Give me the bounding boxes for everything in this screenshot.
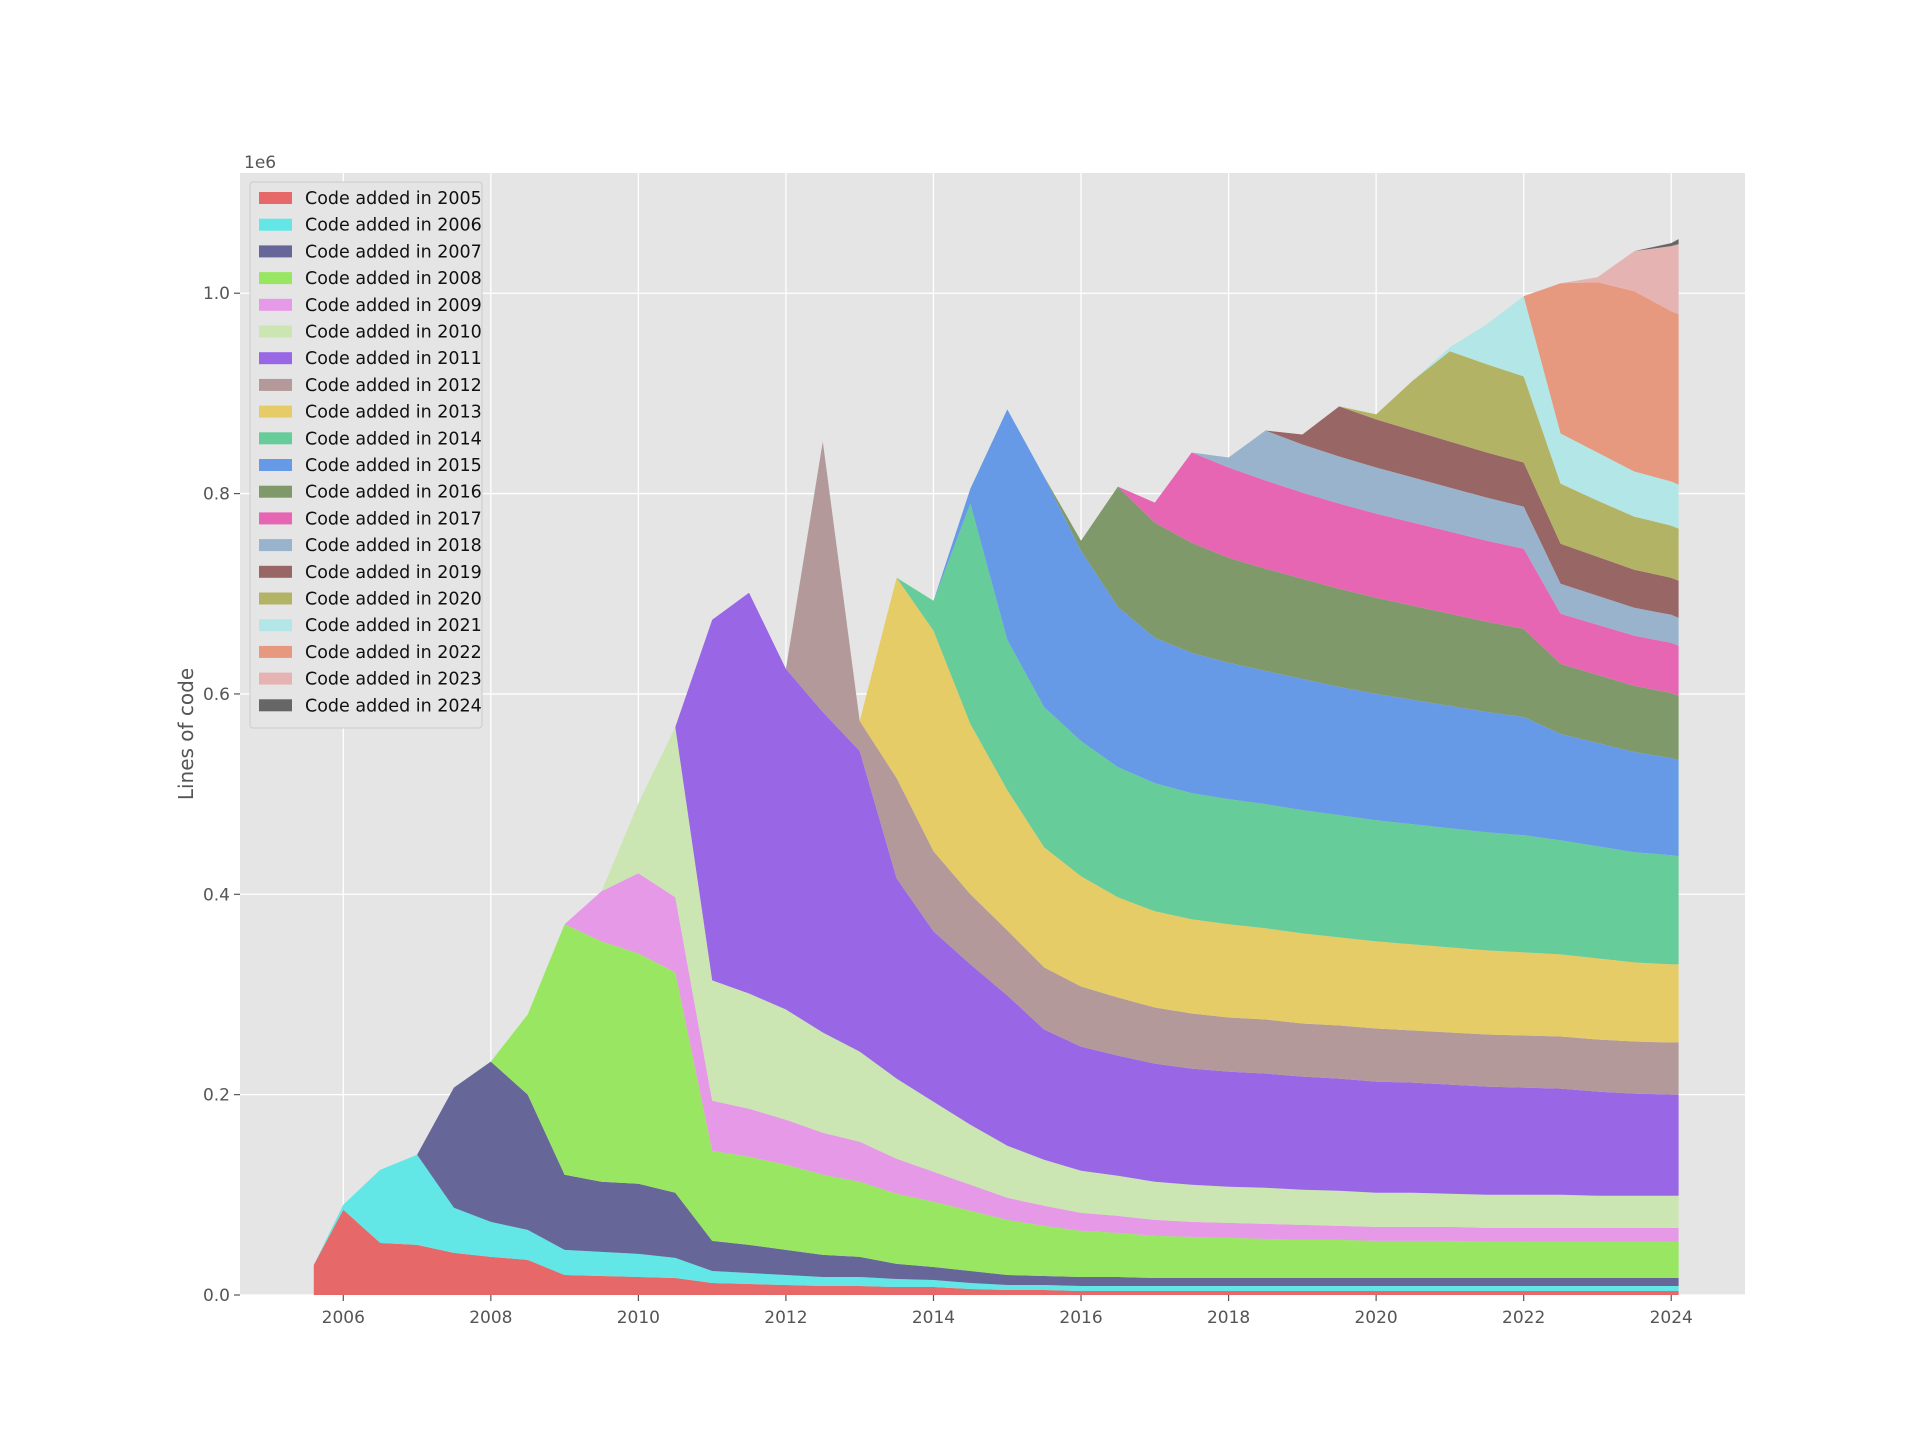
legend-swatch (259, 485, 292, 498)
legend-label: Code added in 2021 (305, 616, 482, 636)
y-tick-label: 0.2 (203, 1086, 230, 1106)
legend-swatch (259, 539, 292, 552)
y-tick-label: 0.4 (203, 885, 230, 905)
legend-label: Code added in 2019 (305, 563, 482, 583)
area-code-added-in-2007 (313, 1061, 1679, 1286)
legend-label: Code added in 2007 (305, 242, 482, 262)
y-tick-label: 0.0 (203, 1286, 230, 1306)
legend-swatch (259, 325, 292, 338)
legend-swatch (259, 405, 292, 418)
legend-swatch (259, 592, 292, 605)
legend-swatch (259, 432, 292, 445)
legend-swatch (259, 218, 292, 231)
legend-swatch (259, 272, 292, 285)
x-tick-label: 2016 (1059, 1308, 1102, 1328)
legend-label: Code added in 2008 (305, 269, 482, 289)
y-tick-label: 0.8 (203, 485, 230, 505)
y-offset-label: 1e6 (244, 153, 276, 173)
legend-swatch (259, 565, 292, 578)
stacked-areas (313, 239, 1679, 1295)
area-code-added-in-2006 (313, 1154, 1679, 1291)
y-axis: 0.0 0.2 0.4 0.6 0.8 1.0 (203, 284, 240, 1306)
legend-swatch (259, 352, 292, 365)
legend-label: Code added in 2009 (305, 296, 482, 316)
area-code-added-in-2014 (313, 441, 1679, 1265)
legend-label: Code added in 2010 (305, 323, 482, 343)
legend-swatch (259, 298, 292, 311)
x-axis: 2006 2008 2010 2012 2014 2016 2018 2020 2022 2024 (322, 1295, 1693, 1328)
legend-swatch (259, 378, 292, 391)
legend-label: Code added in 2013 (305, 403, 482, 423)
legend-label: Code added in 2011 (305, 349, 482, 369)
area-code-added-in-2011 (313, 592, 1679, 1265)
area-code-added-in-2021 (313, 296, 1679, 1265)
x-tick-label: 2010 (617, 1308, 660, 1328)
area-code-added-in-2012 (313, 441, 1679, 1265)
legend-swatch (259, 512, 292, 525)
legend-label: Code added in 2022 (305, 643, 482, 663)
x-tick-label: 2006 (322, 1308, 365, 1328)
legend-label: Code added in 2012 (305, 376, 482, 396)
legend-swatch (259, 672, 292, 685)
legend-label: Code added in 2015 (305, 456, 482, 476)
x-tick-label: 2024 (1650, 1308, 1693, 1328)
area-code-added-in-2016 (313, 409, 1679, 1265)
legend-label: Code added in 2020 (305, 590, 482, 610)
area-code-added-in-2010 (313, 727, 1679, 1265)
y-tick-label: 0.6 (203, 685, 230, 705)
legend-swatch (259, 192, 292, 204)
x-tick-label: 2018 (1207, 1308, 1250, 1328)
legend-swatch (259, 699, 292, 712)
legend-swatch (259, 245, 292, 258)
x-tick-label: 2008 (469, 1308, 512, 1328)
legend-label: Code added in 2014 (305, 429, 482, 449)
x-tick-label: 2014 (912, 1308, 955, 1328)
area-code-added-in-2005 (313, 1209, 1679, 1295)
legend-label: Code added in 2016 (305, 483, 482, 503)
x-tick-label: 2022 (1502, 1308, 1545, 1328)
legend-label: Code added in 2006 (305, 216, 482, 236)
y-tick-label: 1.0 (203, 284, 230, 304)
legend-frame (249, 181, 483, 729)
area-code-added-in-2013 (313, 441, 1679, 1265)
legend-label: Code added in 2024 (305, 696, 482, 716)
x-tick-label: 2012 (764, 1308, 807, 1328)
area-code-added-in-2020 (313, 351, 1679, 1265)
legend-swatch (259, 645, 292, 658)
y-axis-title: Lines of code (174, 668, 198, 800)
legend-label: Code added in 2017 (305, 509, 482, 529)
legend-label: Code added in 2018 (305, 536, 482, 556)
legend: Code added in 2005 Code added in 2006 Code… (249, 181, 483, 729)
legend-label: Code added in 2005 (305, 189, 482, 209)
x-tick-label: 2020 (1354, 1308, 1397, 1328)
area-code-added-in-2015 (313, 409, 1679, 1265)
legend-swatch (259, 619, 292, 632)
legend-swatch (259, 459, 292, 471)
area-code-added-in-2008 (313, 924, 1679, 1278)
legend-label: Code added in 2023 (305, 670, 482, 690)
